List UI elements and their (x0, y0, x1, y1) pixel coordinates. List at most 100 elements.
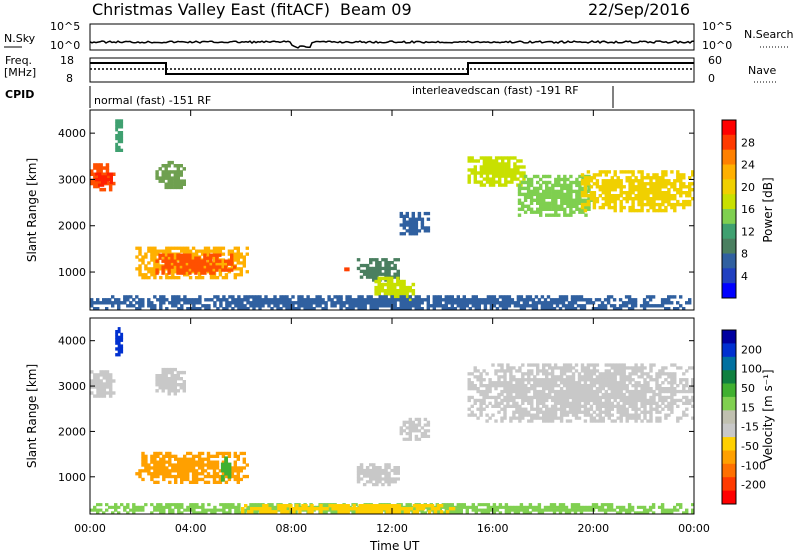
velocity-colorbar-segment-9 (722, 450, 736, 465)
power-colorbar-tick-3: 16 (741, 203, 755, 216)
power-colorbar-segment-2 (722, 149, 736, 165)
power-colorbar-tick-1: 24 (741, 159, 755, 172)
power-ytick-label-2: 2000 (58, 220, 86, 233)
power-colorbar-frame (721, 119, 737, 299)
velocity-colorbar-segment-4 (722, 383, 736, 398)
freq-tick-top: 18 (60, 54, 74, 67)
nsky-label: N.Sky (4, 32, 36, 45)
velocity-panel-frame (89, 317, 695, 515)
velocity-region-4 (220, 456, 232, 482)
power-colorbar-tick-4: 12 (741, 225, 755, 238)
velocity-y-axis-label: Slant Range [km] (25, 364, 39, 468)
freq-trace (90, 62, 694, 75)
power-region-5 (155, 253, 237, 275)
velocity-colorbar-segment-2 (722, 356, 736, 371)
xtick-label-0: 00:00 (74, 522, 106, 535)
velocity-region-2 (155, 367, 186, 396)
power-region-13 (90, 295, 692, 311)
velocity-region-6 (399, 417, 431, 441)
nsky-tick-bottom: 10^0 (50, 39, 80, 52)
velocity-region-1 (115, 327, 124, 357)
velocity-colorbar-segment-8 (722, 437, 736, 451)
nave-tick-bottom: 0 (708, 72, 715, 85)
power-colorbar: 28 24 20 16 12 8 4 (721, 119, 755, 299)
velocity-colorbar-tick-7: -200 (741, 479, 766, 492)
velocity-colorbar-segment-0 (722, 330, 736, 344)
nave-label: Nave (748, 64, 776, 77)
velocity-colorbar-tick-0: 200 (741, 343, 762, 356)
freq-label: Freq. (5, 54, 32, 67)
power-colorbar-segment-0 (722, 120, 736, 136)
velocity-heatmap-cells (90, 327, 695, 515)
velocity-colorbar-segment-6 (722, 410, 736, 425)
power-region-6 (344, 267, 350, 272)
power-region-1 (95, 172, 113, 187)
velocity-colorbar-segment-11 (722, 477, 736, 492)
power-region-2 (115, 119, 124, 152)
cpid-mode-interleaved: interleavedscan (fast) -191 RF (412, 84, 579, 97)
velocity-colorbar-segment-5 (722, 396, 736, 411)
power-region-10 (467, 156, 526, 187)
freq-panel-frame (89, 57, 695, 83)
power-colorbar-tick-2: 20 (741, 181, 755, 194)
velocity-colorbar: 200 100 50 15 -15 -50 -100 -200 (721, 329, 766, 505)
power-colorbar-segment-6 (722, 209, 736, 225)
nsearch-tick-bottom: 10^0 (702, 39, 732, 52)
velocity-ytick-label-3: 1000 (58, 471, 86, 484)
power-colorbar-segment-10 (722, 268, 736, 284)
power-ytick-label-1: 3000 (58, 173, 86, 186)
power-region-9 (399, 211, 431, 236)
velocity-colorbar-tick-4: -15 (741, 421, 759, 434)
velocity-colorbar-label: Velocity [m s⁻¹] (761, 369, 775, 462)
velocity-ytick-label-2: 2000 (58, 425, 86, 438)
freq-tick-bottom: 8 (66, 72, 73, 85)
xtick-label-6: 00:00 (678, 522, 710, 535)
date-label: 22/Sep/2016 (588, 0, 690, 19)
freq-unit-label: [MHz] (4, 66, 36, 79)
velocity-region-3 (135, 451, 249, 484)
time-x-axis: 00:00 04:00 08:00 12:00 16:00 20:00 00:00 (74, 110, 710, 535)
velocity-region-0 (90, 370, 116, 398)
xtick-label-4: 16:00 (477, 522, 509, 535)
power-colorbar-label: Power [dB] (761, 177, 775, 242)
velocity-y-axis: 4000 3000 2000 1000 (58, 335, 694, 484)
power-colorbar-tick-5: 8 (741, 248, 748, 261)
velocity-ytick-label-1: 3000 (58, 380, 86, 393)
beam-label: Beam 09 (340, 0, 412, 19)
x-axis-label: Time UT (369, 539, 420, 553)
velocity-colorbar-tick-2: 50 (741, 382, 755, 395)
xtick-label-3: 12:00 (376, 522, 408, 535)
velocity-colorbar-segment-3 (722, 370, 736, 385)
power-region-11 (517, 174, 594, 217)
velocity-colorbar-segment-1 (722, 343, 736, 358)
cpid-label: CPID (5, 88, 34, 101)
nsky-trace (89, 40, 694, 49)
velocity-region-7 (467, 363, 695, 423)
power-region-12 (580, 170, 695, 213)
cpid-mode-normal: normal (fast) -151 RF (94, 94, 211, 107)
power-colorbar-segment-4 (722, 179, 736, 195)
nsearch-tick-top: 10^5 (702, 20, 732, 33)
power-region-3 (155, 160, 186, 190)
power-colorbar-segment-5 (722, 194, 736, 210)
power-colorbar-segment-3 (722, 164, 736, 180)
power-ytick-label-3: 1000 (58, 266, 86, 279)
power-colorbar-segment-9 (722, 253, 736, 269)
power-colorbar-tick-6: 4 (741, 270, 748, 283)
velocity-colorbar-tick-5: -50 (741, 440, 759, 453)
velocity-colorbar-tick-6: -100 (741, 459, 766, 472)
nsky-tick-top: 10^5 (50, 20, 80, 33)
velocity-colorbar-segment-10 (722, 463, 736, 478)
power-colorbar-tick-0: 28 (741, 136, 755, 149)
velocity-region-9 (241, 504, 456, 514)
power-colorbar-segment-1 (722, 134, 736, 151)
velocity-region-5 (356, 463, 400, 487)
velocity-colorbar-frame (721, 329, 737, 505)
xtick-label-1: 04:00 (175, 522, 207, 535)
plot-title: Christmas Valley East (fitACF) (92, 0, 330, 19)
nsky-panel-frame (89, 23, 695, 51)
power-colorbar-segment-8 (722, 238, 736, 254)
power-heatmap-cells (90, 119, 695, 311)
velocity-colorbar-segment-7 (722, 423, 736, 438)
